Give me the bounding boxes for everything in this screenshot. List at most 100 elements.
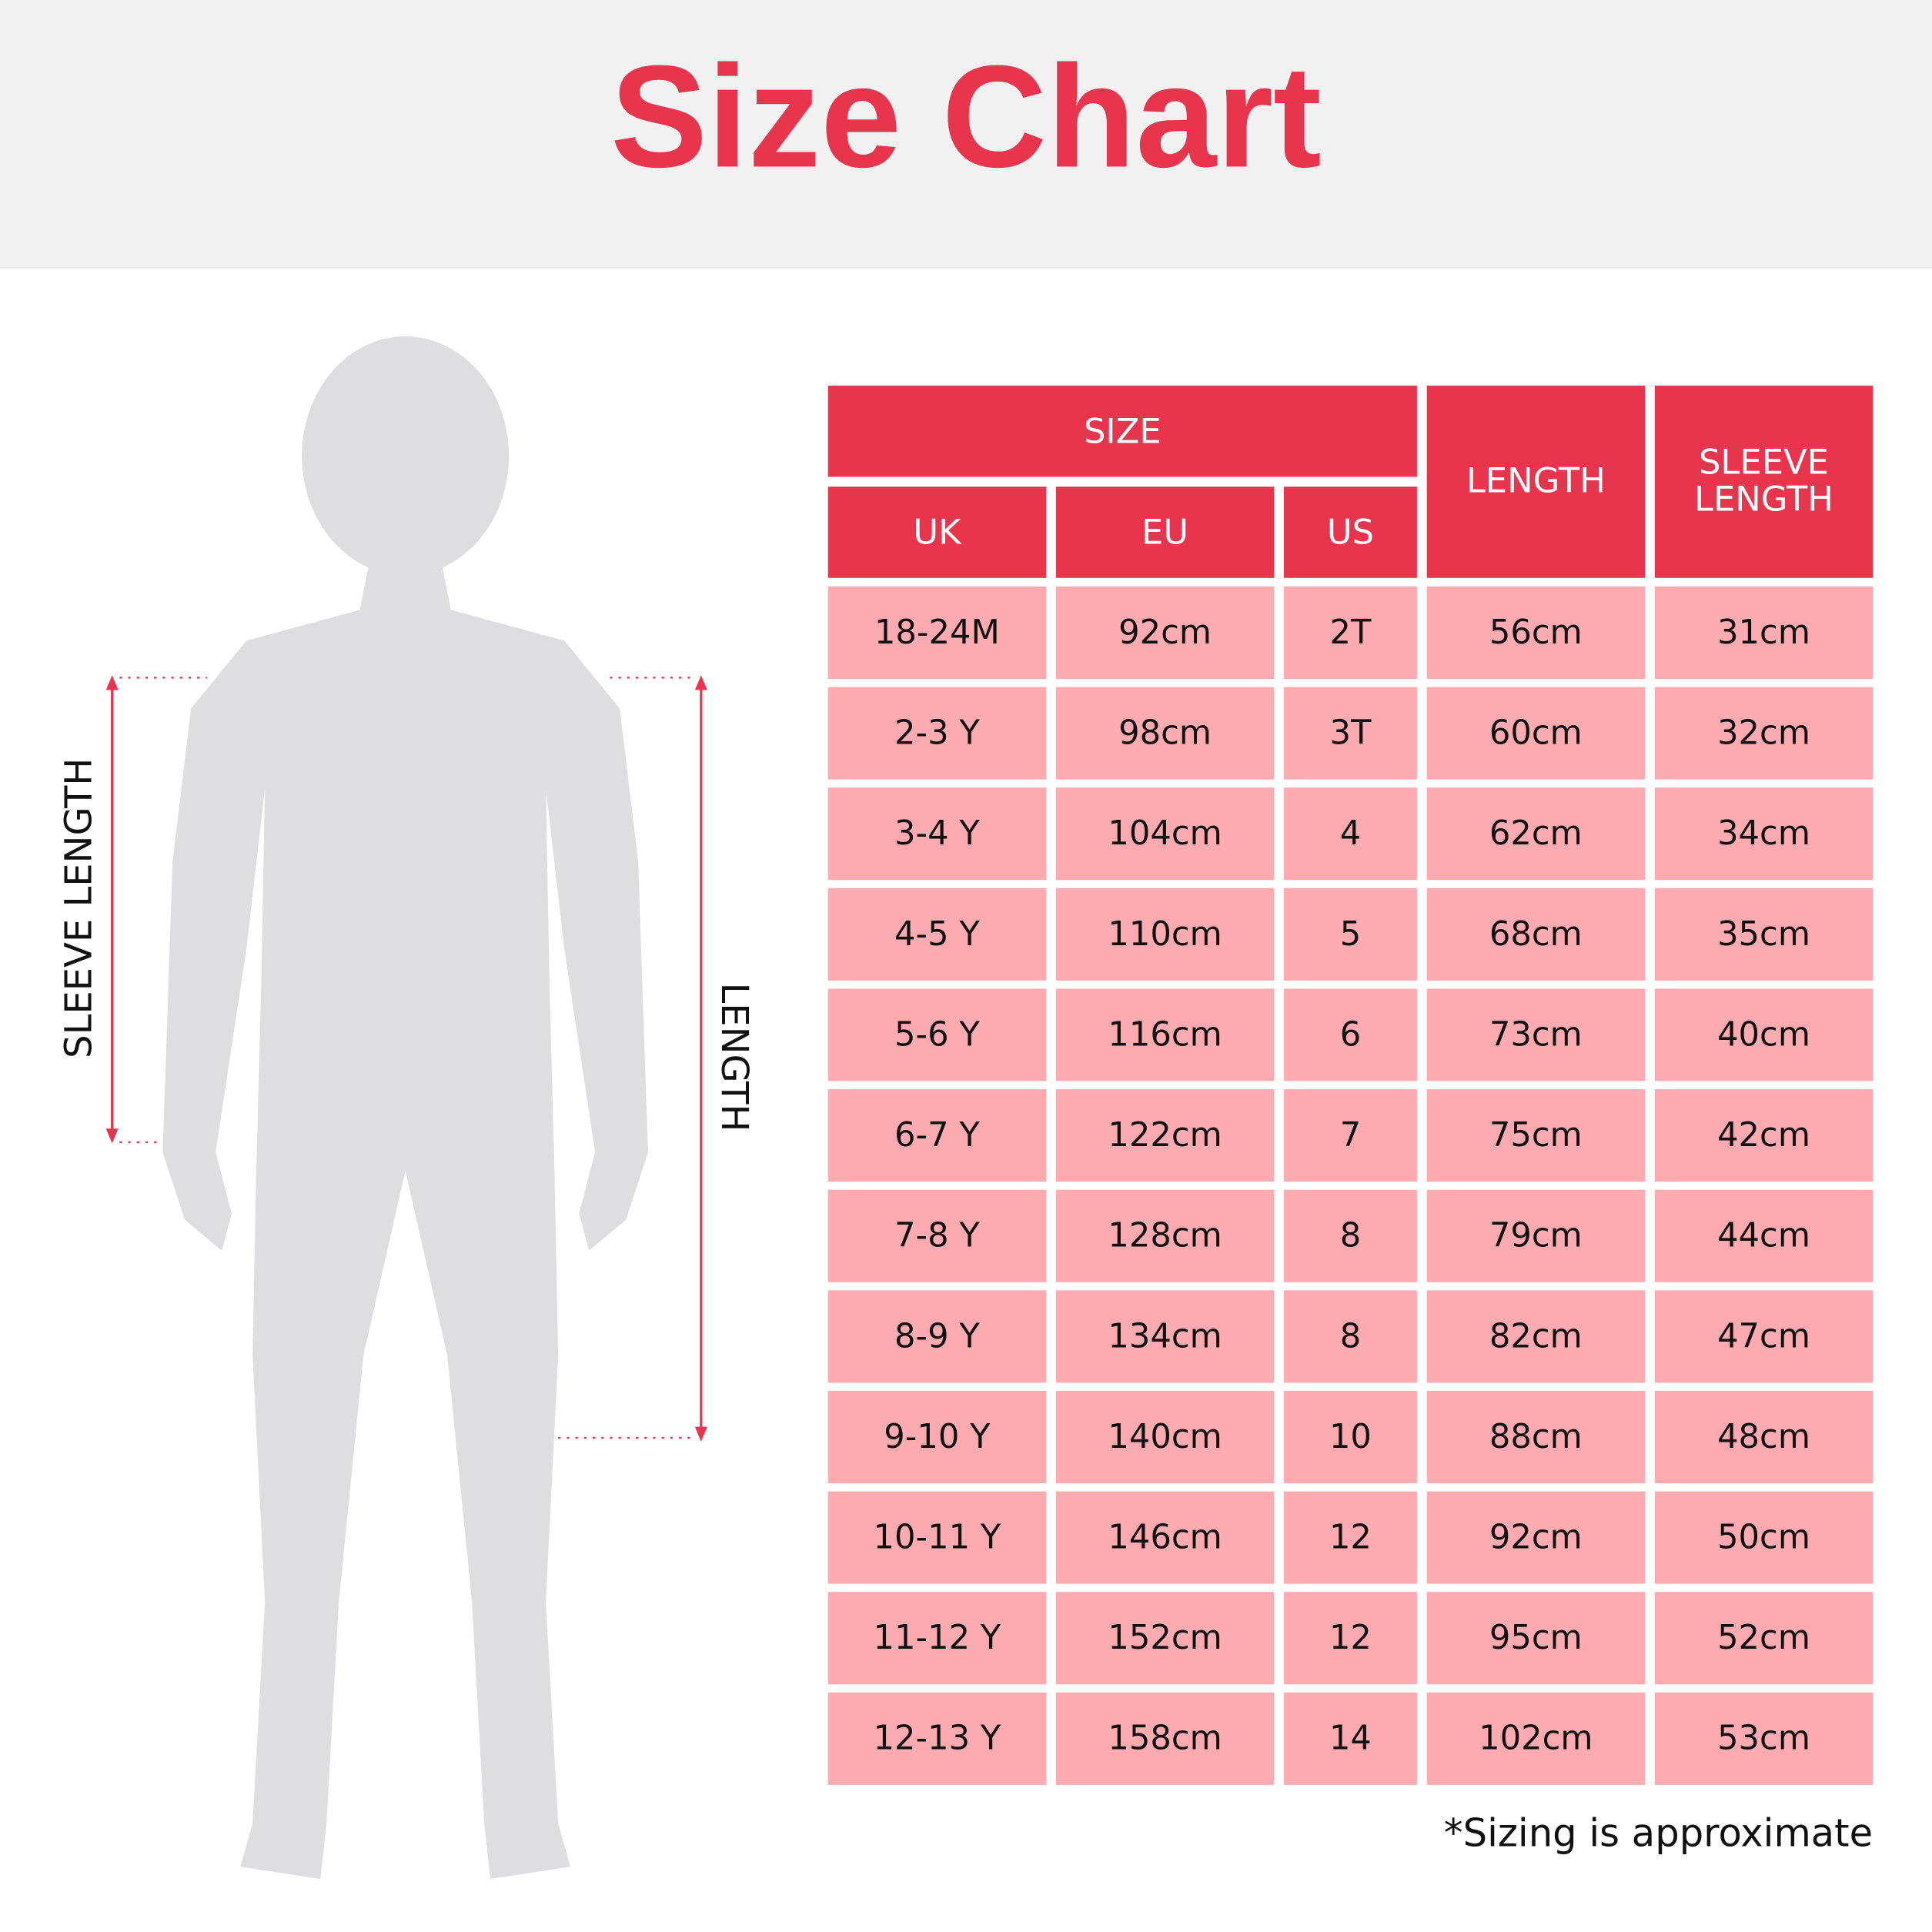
cell bbox=[1426, 687, 1646, 780]
cell bbox=[827, 1592, 1047, 1685]
cell-text: 8 bbox=[1340, 1317, 1362, 1355]
cell bbox=[1654, 887, 1874, 981]
cell bbox=[1055, 687, 1275, 780]
cell bbox=[1283, 1692, 1417, 1785]
cell-text: 3T bbox=[1329, 714, 1371, 753]
body bbox=[162, 560, 649, 1880]
cell bbox=[1654, 1592, 1874, 1685]
cell bbox=[1654, 687, 1874, 780]
cell bbox=[1283, 787, 1417, 881]
cell bbox=[1426, 1089, 1646, 1182]
cell bbox=[1426, 1592, 1646, 1685]
cell-text: 11-12 Y bbox=[874, 1619, 1001, 1657]
group-header: SIZE bbox=[1084, 410, 1162, 451]
cell-text: 18-24M bbox=[874, 613, 1000, 652]
cell-text: 12-13 Y bbox=[874, 1720, 1001, 1758]
cell bbox=[1654, 1491, 1874, 1584]
cell bbox=[1426, 1390, 1646, 1484]
cell-text: 56cm bbox=[1489, 613, 1583, 652]
cell bbox=[827, 687, 1047, 780]
cell-text: 12 bbox=[1329, 1518, 1372, 1556]
cell bbox=[1055, 787, 1275, 881]
head bbox=[302, 336, 510, 576]
cell bbox=[1283, 586, 1417, 680]
cell bbox=[1654, 1390, 1874, 1484]
cell-text: 134cm bbox=[1108, 1317, 1222, 1355]
header-cell bbox=[1283, 486, 1417, 578]
cell bbox=[1055, 1390, 1275, 1484]
cell bbox=[1654, 586, 1874, 680]
cell-text: 34cm bbox=[1717, 814, 1810, 853]
cell-text: 48cm bbox=[1717, 1418, 1810, 1456]
header-cell bbox=[1055, 486, 1275, 578]
column-header: US bbox=[1327, 512, 1374, 553]
cell-text: 8-9 Y bbox=[894, 1317, 980, 1355]
header-cell bbox=[827, 486, 1047, 578]
cell bbox=[827, 586, 1047, 680]
cell bbox=[1426, 887, 1646, 981]
length-label: LENGTH bbox=[713, 982, 756, 1131]
cell-text: 47cm bbox=[1717, 1317, 1810, 1355]
measure-lines bbox=[105, 675, 707, 1442]
cell-text: 158cm bbox=[1108, 1720, 1222, 1758]
cell bbox=[827, 1089, 1047, 1182]
cell-text: 52cm bbox=[1717, 1619, 1810, 1657]
cell-text: 50cm bbox=[1717, 1518, 1810, 1556]
cell-text: 44cm bbox=[1717, 1217, 1810, 1255]
cell-text: 12 bbox=[1329, 1619, 1372, 1657]
header-cell bbox=[1426, 386, 1646, 578]
cell bbox=[1654, 1290, 1874, 1383]
cell bbox=[1283, 988, 1417, 1081]
cell bbox=[1055, 1592, 1275, 1685]
cell bbox=[1055, 1089, 1275, 1182]
cell-text: 146cm bbox=[1108, 1518, 1222, 1556]
cell bbox=[827, 1290, 1047, 1383]
cell bbox=[1654, 988, 1874, 1081]
cell bbox=[1055, 1491, 1275, 1584]
cell bbox=[827, 1390, 1047, 1484]
cell bbox=[1055, 1189, 1275, 1282]
cell-text: 79cm bbox=[1489, 1217, 1583, 1255]
size-table: SIZE UK EU US LENGTH SLEEVE LENGTH 18-24M 92cm 2T… bbox=[827, 386, 1874, 1785]
cell bbox=[1426, 1692, 1646, 1785]
cell-text: 73cm bbox=[1489, 1015, 1583, 1054]
cell-text: 7-8 Y bbox=[894, 1217, 980, 1255]
cell-text: 35cm bbox=[1717, 915, 1810, 954]
cell bbox=[1055, 887, 1275, 981]
cell-text: 40cm bbox=[1717, 1015, 1810, 1054]
cell-text: 10-11 Y bbox=[874, 1518, 1001, 1556]
cell-text: 53cm bbox=[1717, 1720, 1810, 1758]
cell bbox=[1283, 1089, 1417, 1182]
cell bbox=[1426, 787, 1646, 881]
cell bbox=[1654, 1189, 1874, 1282]
cell bbox=[1283, 1290, 1417, 1383]
cell bbox=[1055, 988, 1275, 1081]
cell-text: 116cm bbox=[1108, 1015, 1222, 1054]
header-band bbox=[0, 0, 1932, 269]
cell-text: 10 bbox=[1329, 1418, 1372, 1456]
cell-text: 62cm bbox=[1489, 814, 1583, 853]
cell bbox=[1283, 687, 1417, 780]
cell-text: 104cm bbox=[1108, 814, 1222, 853]
cell bbox=[1426, 988, 1646, 1081]
cell bbox=[1426, 1491, 1646, 1584]
cell-text: 98cm bbox=[1118, 714, 1212, 753]
cell-text: 68cm bbox=[1489, 915, 1583, 954]
cell-text: 4-5 Y bbox=[894, 915, 980, 954]
cell bbox=[1283, 1390, 1417, 1484]
cell-text: 9-10 Y bbox=[884, 1418, 991, 1456]
cell-text: 75cm bbox=[1489, 1116, 1583, 1155]
cell bbox=[827, 887, 1047, 981]
cell bbox=[1426, 1189, 1646, 1282]
cell bbox=[827, 1189, 1047, 1282]
cell-text: 8 bbox=[1340, 1217, 1362, 1255]
cell bbox=[1426, 1290, 1646, 1383]
cell-text: 122cm bbox=[1108, 1116, 1222, 1155]
cell bbox=[1654, 1089, 1874, 1182]
cell bbox=[827, 1692, 1047, 1785]
cell-text: 92cm bbox=[1118, 613, 1212, 652]
header-cell bbox=[1654, 386, 1874, 578]
cell bbox=[1283, 1491, 1417, 1584]
cell-text: 4 bbox=[1340, 814, 1362, 853]
